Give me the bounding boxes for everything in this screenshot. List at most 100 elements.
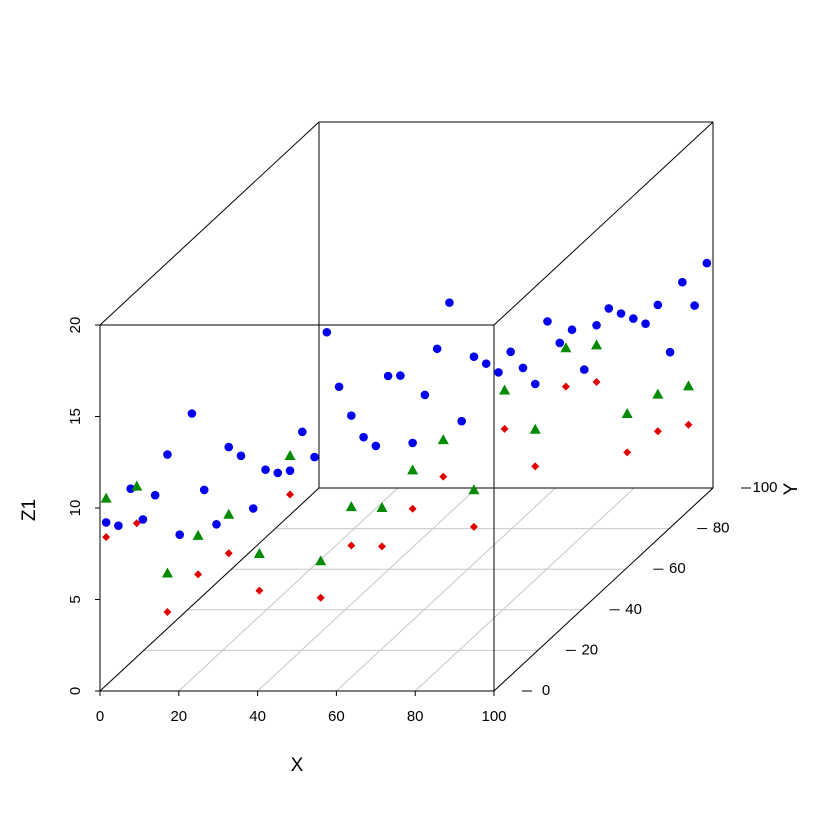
z-tick-label: 0 (67, 687, 84, 695)
point (494, 368, 503, 377)
point (684, 420, 693, 429)
point (345, 501, 357, 512)
point (591, 339, 603, 350)
point (255, 586, 264, 595)
point (457, 416, 466, 426)
point (468, 484, 480, 495)
point (132, 519, 141, 528)
point (161, 567, 173, 578)
point (592, 320, 601, 330)
point (408, 438, 417, 448)
point (567, 325, 577, 335)
point (506, 347, 516, 357)
point (383, 371, 393, 381)
point (555, 338, 565, 348)
box-edge (493, 487, 714, 692)
z-tick-label: 20 (67, 317, 84, 334)
point (560, 342, 572, 353)
point (187, 409, 197, 418)
point (500, 424, 509, 433)
point (194, 570, 203, 579)
point (102, 533, 111, 542)
point (315, 555, 327, 566)
point (284, 450, 296, 461)
point (322, 327, 332, 337)
point (273, 468, 283, 478)
point (131, 480, 143, 491)
point (101, 518, 111, 527)
point (653, 427, 662, 436)
point (420, 390, 430, 400)
point (469, 522, 478, 531)
point (126, 484, 135, 494)
point (682, 380, 694, 391)
point (616, 309, 626, 318)
grid-line (178, 487, 399, 692)
point (437, 434, 449, 445)
point (469, 352, 479, 362)
point (432, 344, 442, 354)
point (499, 384, 511, 395)
point (347, 411, 356, 420)
x-tick-label: 20 (170, 708, 187, 725)
point (359, 432, 368, 442)
point (653, 300, 663, 310)
grid-line (257, 487, 477, 692)
point (407, 464, 419, 475)
point (604, 304, 614, 313)
point (376, 501, 388, 512)
y-tick-label: 20 (581, 641, 598, 658)
x-axis-label: X (291, 755, 304, 776)
point (652, 388, 664, 399)
point (702, 258, 712, 268)
point (175, 530, 184, 539)
point (621, 407, 633, 418)
point (163, 607, 172, 616)
point (531, 462, 540, 471)
box-edge (493, 121, 714, 326)
box-edge (99, 487, 320, 692)
point (529, 423, 541, 434)
z-tick-label: 15 (67, 408, 84, 425)
point (310, 452, 319, 462)
x-tick-label: 40 (249, 708, 266, 725)
z-tick-label: 10 (67, 500, 84, 517)
point (224, 549, 233, 558)
point (678, 277, 687, 287)
point (530, 379, 540, 389)
y-axis-label: Y (781, 482, 802, 495)
point (150, 490, 160, 500)
point (347, 541, 356, 550)
point (223, 508, 235, 519)
point (100, 492, 112, 503)
point (543, 317, 552, 326)
y-tick-label: 0 (542, 682, 550, 699)
point (138, 515, 148, 524)
y-tick-label: 40 (625, 601, 642, 618)
y-tick-label: 80 (713, 520, 730, 537)
x-tick-label: 0 (96, 708, 104, 725)
point (377, 542, 386, 551)
point (629, 314, 638, 323)
point (641, 319, 650, 328)
y-tick-label: 100 (752, 479, 777, 496)
point (253, 548, 265, 559)
point (592, 378, 601, 386)
point (248, 504, 258, 513)
point (408, 504, 417, 513)
point (623, 448, 632, 457)
point (561, 382, 570, 391)
point (334, 382, 344, 392)
z-axis-label: Z1 (19, 499, 40, 521)
point (396, 371, 405, 380)
point (163, 450, 172, 459)
point (665, 347, 675, 357)
point (316, 593, 325, 602)
point (518, 363, 528, 373)
grid-line (414, 487, 635, 692)
x-tick-label: 60 (328, 708, 345, 725)
point (199, 485, 209, 495)
point (212, 520, 221, 529)
point (690, 301, 699, 310)
